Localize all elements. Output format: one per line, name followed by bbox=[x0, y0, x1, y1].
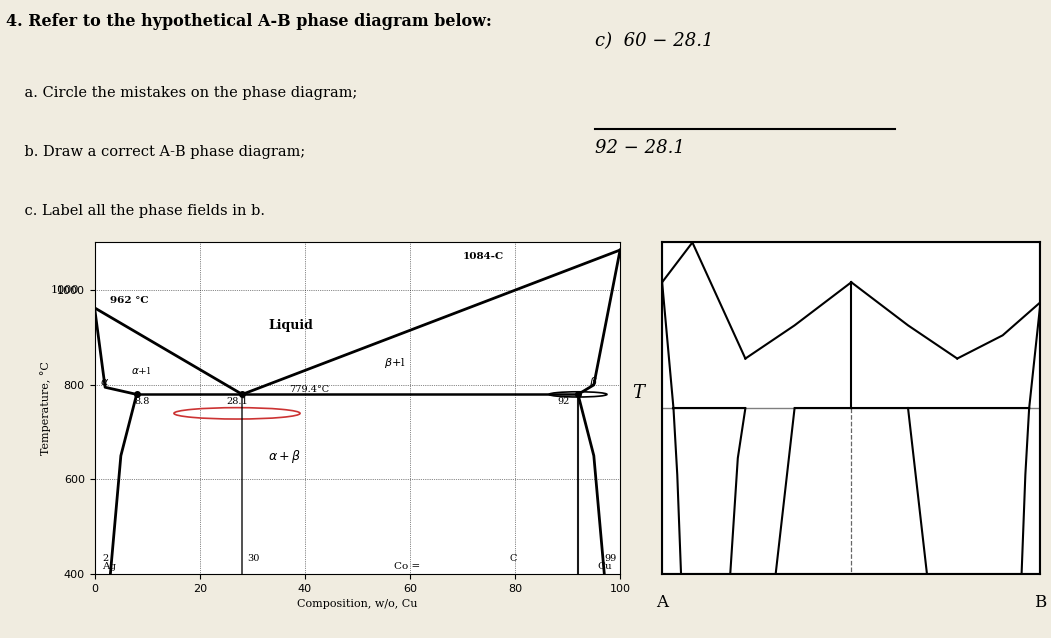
Text: Cu: Cu bbox=[597, 561, 612, 570]
Text: 92: 92 bbox=[557, 397, 570, 406]
Text: T: T bbox=[632, 384, 644, 403]
Text: 30: 30 bbox=[247, 554, 260, 563]
Text: Ag: Ag bbox=[103, 561, 117, 570]
Text: b. Draw a correct A-B phase diagram;: b. Draw a correct A-B phase diagram; bbox=[6, 145, 306, 159]
Text: $\alpha$+l: $\alpha$+l bbox=[131, 365, 152, 376]
Text: 99: 99 bbox=[604, 554, 617, 563]
Text: $\beta$+l: $\beta$+l bbox=[384, 355, 406, 369]
Text: Liquid: Liquid bbox=[268, 319, 313, 332]
Text: B: B bbox=[1034, 595, 1047, 611]
Text: $\alpha + \beta$: $\alpha + \beta$ bbox=[268, 449, 302, 466]
Y-axis label: Temperature, °C: Temperature, °C bbox=[40, 361, 51, 456]
Text: 2: 2 bbox=[103, 554, 108, 563]
Text: 962 °C: 962 °C bbox=[110, 296, 149, 305]
X-axis label: Composition, w/o, Cu: Composition, w/o, Cu bbox=[297, 600, 417, 609]
Text: $\beta$: $\beta$ bbox=[589, 375, 597, 389]
Text: 8.8: 8.8 bbox=[135, 397, 149, 406]
Text: C: C bbox=[510, 554, 517, 563]
Text: a. Circle the mistakes on the phase diagram;: a. Circle the mistakes on the phase diag… bbox=[6, 85, 357, 100]
Text: Co =: Co = bbox=[394, 561, 420, 570]
Text: 4. Refer to the hypothetical A-B phase diagram below:: 4. Refer to the hypothetical A-B phase d… bbox=[6, 13, 492, 31]
Text: 779.4°C: 779.4°C bbox=[289, 385, 329, 394]
Text: 1000: 1000 bbox=[50, 285, 79, 295]
Text: A: A bbox=[656, 595, 668, 611]
Text: 92 − 28.1: 92 − 28.1 bbox=[595, 139, 685, 158]
Text: c. Label all the phase fields in b.: c. Label all the phase fields in b. bbox=[6, 204, 265, 218]
Text: c)  60 − 28.1: c) 60 − 28.1 bbox=[595, 32, 714, 50]
Text: 28.1: 28.1 bbox=[226, 397, 248, 406]
Text: 1084-C: 1084-C bbox=[462, 252, 503, 261]
Text: $\alpha$: $\alpha$ bbox=[100, 376, 109, 387]
